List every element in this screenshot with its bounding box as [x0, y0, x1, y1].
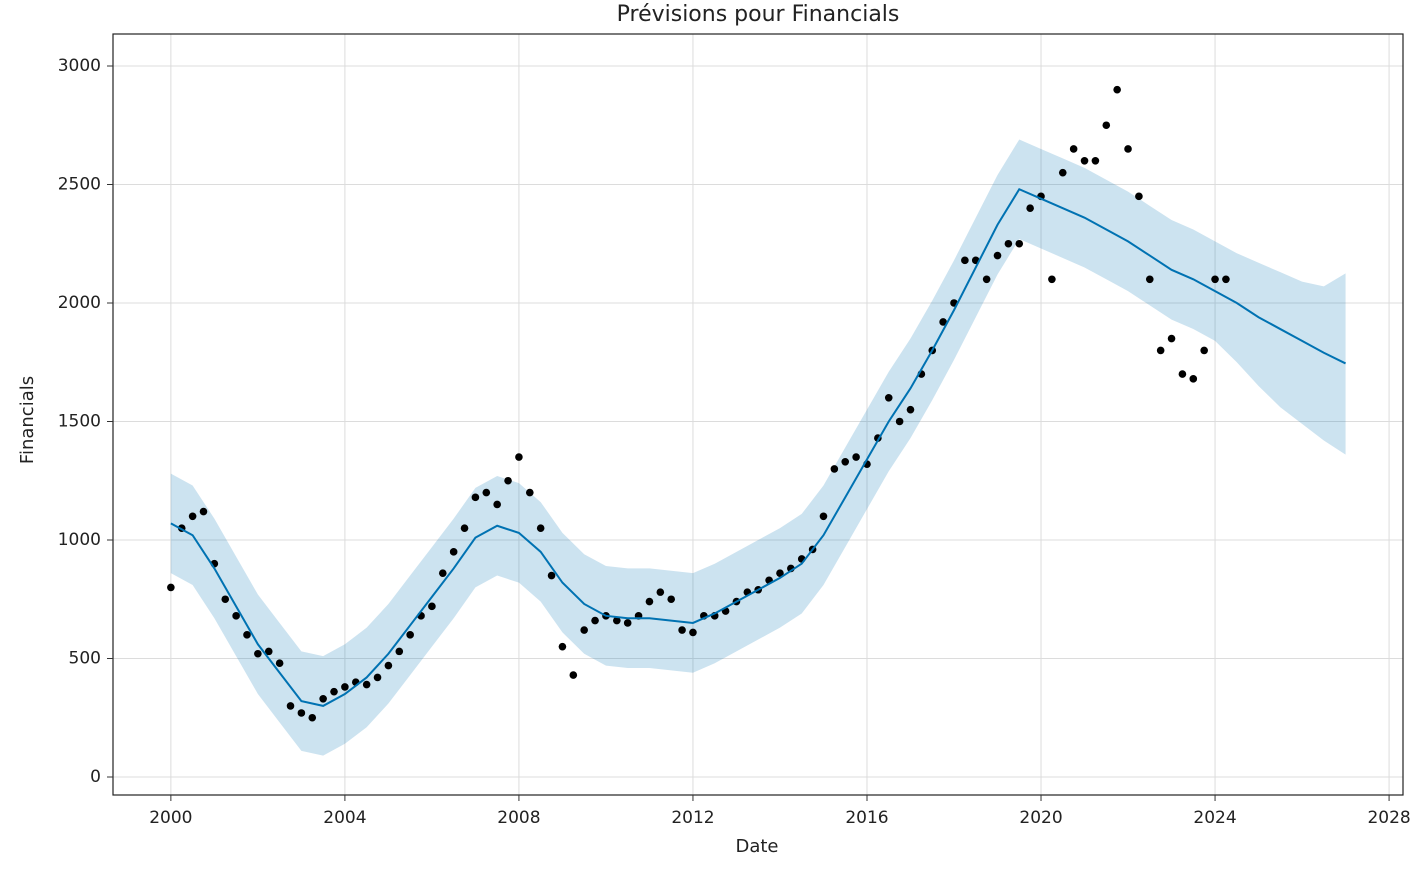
observed-point: [678, 626, 686, 634]
y-tick-label: 500: [69, 648, 101, 668]
observed-point: [188, 512, 197, 521]
observed-point: [330, 687, 338, 696]
observed-point: [438, 569, 447, 577]
observed-point: [547, 571, 556, 580]
y-tick-label: 3000: [58, 56, 101, 76]
observed-point: [656, 588, 665, 596]
observed-point: [406, 630, 414, 639]
observed-point: [1167, 334, 1176, 343]
observed-point: [167, 583, 175, 592]
observed-point: [667, 595, 676, 604]
observed-point: [1015, 239, 1024, 248]
x-tick-label: 2008: [497, 808, 540, 828]
observed-point: [428, 602, 436, 611]
x-tick-label: 2020: [1019, 808, 1062, 828]
plot-area: [167, 85, 1347, 756]
observed-point: [961, 256, 969, 265]
observed-point: [841, 457, 850, 466]
observed-point: [264, 647, 273, 656]
observed-point: [1178, 370, 1187, 378]
observed-point: [689, 628, 697, 637]
observed-point: [569, 671, 578, 679]
observed-point: [536, 524, 545, 532]
observed-point: [852, 453, 860, 461]
x-tick-label: 2004: [323, 808, 366, 828]
observed-point: [1080, 156, 1089, 165]
observed-point: [384, 661, 393, 670]
observed-point: [895, 417, 904, 426]
observed-point: [623, 619, 632, 627]
y-tick-label: 0: [90, 767, 101, 787]
observed-point: [221, 595, 230, 604]
forecast-line: [170, 187, 1347, 707]
observed-point: [939, 318, 947, 326]
observed-point: [275, 659, 284, 668]
observed-point: [1189, 375, 1198, 383]
grid: [113, 34, 1403, 795]
observed-point: [373, 673, 382, 682]
observed-point: [362, 680, 371, 689]
observed-point: [1113, 85, 1121, 94]
observed-point: [232, 612, 240, 620]
observed-point: [286, 702, 295, 710]
observed-point: [493, 500, 501, 509]
observed-point: [819, 512, 828, 521]
observed-point: [199, 507, 208, 516]
observed-point: [254, 649, 262, 658]
observed-point: [830, 465, 839, 473]
observed-point: [1069, 145, 1078, 153]
observed-point: [471, 493, 480, 502]
observed-point: [906, 405, 915, 414]
observed-point: [884, 393, 893, 402]
observed-point: [982, 275, 991, 284]
observed-point: [504, 476, 512, 485]
observed-point: [308, 713, 317, 722]
plot-frame: [112, 33, 1404, 796]
x-axis-label: Date: [735, 836, 778, 857]
observed-point: [1026, 204, 1034, 212]
observed-point: [645, 597, 654, 606]
observed-point: [1211, 275, 1219, 284]
x-tick-label: 2000: [149, 808, 192, 828]
observed-point: [395, 647, 404, 656]
observed-point: [1102, 121, 1111, 130]
observed-point: [1058, 168, 1067, 177]
observed-point: [1048, 275, 1056, 284]
y-tick-label: 2000: [58, 293, 101, 313]
x-tick-label: 2016: [845, 808, 888, 828]
observed-point: [297, 709, 306, 717]
x-tick-label: 2024: [1193, 808, 1236, 828]
observed-point: [591, 616, 599, 625]
observed-point: [613, 616, 621, 625]
observed-point: [515, 453, 523, 461]
observed-point: [1222, 275, 1230, 284]
observed-point: [1200, 346, 1208, 355]
x-tick-label: 2012: [671, 808, 714, 828]
observed-point: [460, 524, 469, 532]
observed-point: [1156, 346, 1165, 355]
uncertainty-band: [170, 139, 1346, 756]
observed-point: [482, 488, 491, 497]
observed-point: [526, 488, 534, 497]
observed-point: [558, 642, 567, 651]
observed-point: [449, 548, 458, 556]
observed-point: [341, 683, 349, 691]
observed-point: [1145, 275, 1154, 284]
y-axis-label: Financials: [17, 376, 38, 464]
y-tick-label: 2500: [58, 174, 101, 194]
observed-point: [1135, 192, 1143, 201]
y-tick-label: 1000: [58, 530, 101, 550]
observed-point: [776, 569, 784, 577]
observed-point: [993, 251, 1002, 260]
y-tick-label: 1500: [58, 411, 101, 431]
chart-title: Prévisions pour Financials: [617, 2, 900, 27]
x-tick-label: 2028: [1367, 808, 1410, 828]
observed-point: [1004, 239, 1013, 248]
observed-point: [319, 694, 327, 703]
observed-point: [243, 630, 251, 639]
observed-point: [1124, 145, 1132, 153]
observed-point: [1091, 156, 1100, 165]
observed-point: [580, 626, 588, 634]
